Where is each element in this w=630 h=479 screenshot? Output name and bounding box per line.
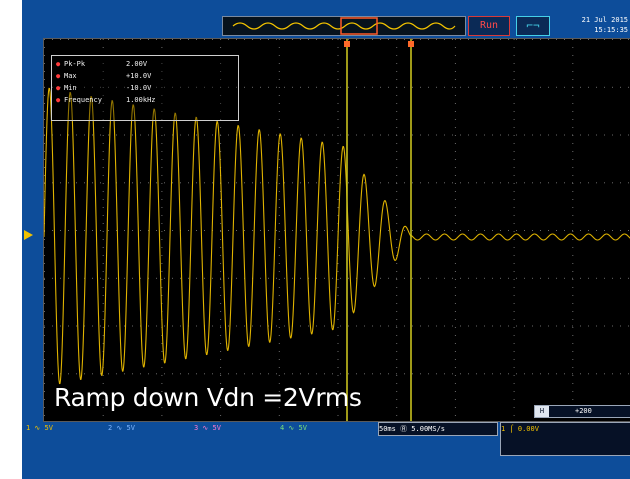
sample-rate-icon: Ⓡ — [400, 425, 408, 433]
measurement-row: ● Min -10.0V — [56, 84, 236, 93]
horizontal-position-indicator: H +200 — [534, 405, 630, 418]
measurement-row: ● Frequency 1.00kHz — [56, 96, 236, 105]
screenshot-caption: Ramp down Vdn =2Vrms — [54, 383, 362, 412]
ch1-scale[interactable]: 1 ∿ 5V — [26, 424, 53, 432]
ch1-ground-level-icon[interactable] — [24, 230, 33, 240]
run-stop-button[interactable]: Run — [468, 16, 510, 36]
date-time-display: 21 Jul 2015 15:15:35 — [556, 15, 628, 37]
cursor-1-handle-icon[interactable] — [344, 41, 350, 47]
cursor-2-handle-icon[interactable] — [408, 41, 414, 47]
memory-position-bar[interactable] — [222, 16, 466, 36]
horizontal-position-value: +200 — [575, 407, 592, 415]
measurement-value: +10.0V — [126, 72, 152, 80]
measurement-value: 2.00V — [126, 60, 148, 68]
measurement-label: Pk-Pk — [64, 60, 86, 68]
sample-rate-value: 5.00MS/s — [411, 425, 446, 433]
ch2-scale-value: 5V — [126, 424, 135, 432]
ch3-scale-value: 5V — [212, 424, 221, 432]
measurement-panel: ● Pk-Pk 2.00V ● Max +10.0V ● Min -10.0V ● Frequ… — [51, 55, 239, 121]
ch1-waveform-trace — [44, 87, 630, 385]
ch1-scale-value: 5V — [44, 424, 53, 432]
memory-waveform-preview — [232, 17, 456, 35]
graticule-dots — [44, 39, 629, 416]
timebase-value: 50ms — [379, 425, 396, 433]
measurement-row: ● Max +10.0V — [56, 72, 236, 81]
trigger-info-panel[interactable]: 1 ⌠ 0.00V — [500, 422, 630, 456]
measurement-label: Frequency — [64, 96, 102, 104]
top-status-bar: Run ⌐¬ 21 Jul 2015 15:15:35 — [22, 10, 630, 38]
bottom-status-bar: 1 ∿ 5V 2 ∿ 5V 3 ∿ 5V 4 ∿ 5V 50ms Ⓡ 5.00M… — [22, 422, 630, 456]
trigger-level-value: 0.00V — [517, 425, 539, 433]
bullet-icon: ● — [56, 72, 61, 80]
bullet-icon: ● — [56, 84, 61, 92]
ch2-scale[interactable]: 2 ∿ 5V — [108, 424, 135, 432]
measurement-value: 1.00kHz — [126, 96, 156, 104]
ch4-scale[interactable]: 4 ∿ 5V — [280, 424, 307, 432]
measurement-value: -10.0V — [126, 84, 152, 92]
trigger-mode-indicator[interactable]: ⌐¬ — [516, 16, 550, 36]
waveform-screen — [44, 39, 630, 421]
timebase-display[interactable]: 50ms Ⓡ 5.00MS/s — [378, 422, 498, 436]
horizontal-position-tag: H — [535, 406, 549, 417]
oscilloscope-display: Run ⌐¬ 21 Jul 2015 15:15:35 ● Pk-Pk 2.00V … — [22, 0, 630, 479]
ch4-scale-value: 5V — [298, 424, 307, 432]
ch3-scale[interactable]: 3 ∿ 5V — [194, 424, 221, 432]
time-text: 15:15:35 — [594, 26, 628, 34]
measurement-row: ● Pk-Pk 2.00V — [56, 60, 236, 69]
bullet-icon: ● — [56, 96, 61, 104]
measurement-label: Max — [64, 72, 77, 80]
bullet-icon: ● — [56, 60, 61, 68]
measurement-label: Min — [64, 84, 77, 92]
waveform-graticule: ● Pk-Pk 2.00V ● Max +10.0V ● Min -10.0V ● Frequ… — [43, 38, 630, 422]
trigger-source-value: 1 — [501, 425, 506, 433]
rising-edge-icon: ⌠ — [509, 425, 514, 433]
date-text: 21 Jul 2015 — [581, 16, 628, 24]
